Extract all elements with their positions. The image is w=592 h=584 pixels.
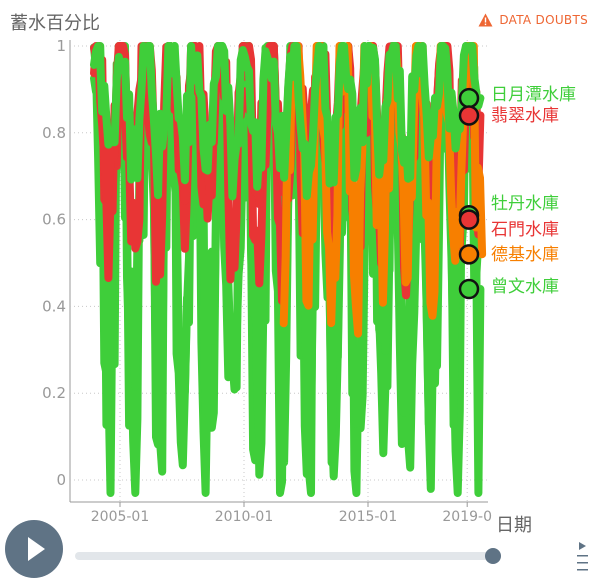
data-doubts-link[interactable]: DATA DOUBTS — [478, 13, 588, 27]
timeline-slider-track[interactable] — [75, 552, 493, 560]
play-icon — [28, 537, 45, 561]
y-tick-label: 0.4 — [42, 297, 66, 315]
series-line — [90, 42, 485, 201]
data-doubts-label: DATA DOUBTS — [499, 13, 588, 27]
series-end-marker — [458, 244, 480, 265]
x-tick-label: 2015-01 — [339, 509, 398, 525]
y-axis-label: 蓄水百分比 — [10, 13, 100, 34]
x-axis: 2005-01 2010-01 2015-01 2019-0 — [91, 502, 492, 525]
legend-label: 德基水庫 — [491, 245, 559, 265]
series-end-markers — [458, 87, 480, 300]
x-tick-label: 2019-0 — [442, 509, 492, 525]
y-tick-label: 1 — [56, 37, 66, 55]
x-axis-label: 日期 — [496, 515, 532, 536]
warning-icon — [478, 13, 493, 27]
legend-label: 翡翠水庫 — [491, 106, 559, 126]
chart-series-lines — [90, 42, 487, 497]
series-end-marker — [458, 209, 480, 230]
legend-label: 石門水庫 — [491, 220, 559, 240]
x-tick-label: 2005-01 — [91, 509, 150, 525]
legend-label: 牡丹水庫 — [491, 194, 559, 214]
series-end-marker — [458, 278, 480, 300]
y-tick-label: 0.8 — [42, 124, 66, 142]
menu-icon[interactable] — [575, 540, 589, 574]
x-tick-label: 2010-01 — [215, 509, 274, 525]
legend-label: 曾文水庫 — [491, 277, 559, 297]
y-tick-label: 0.6 — [42, 211, 66, 229]
play-button[interactable] — [5, 520, 63, 578]
series-end-marker — [458, 87, 480, 109]
y-tick-label: 0 — [56, 471, 66, 489]
y-axis: 0 0.2 0.4 0.6 0.8 1 — [42, 37, 66, 489]
series-end-marker — [458, 105, 480, 126]
y-tick-label: 0.2 — [42, 384, 66, 402]
timeline-slider-handle[interactable] — [485, 548, 501, 564]
legend-label: 日月潭水庫 — [491, 85, 576, 105]
